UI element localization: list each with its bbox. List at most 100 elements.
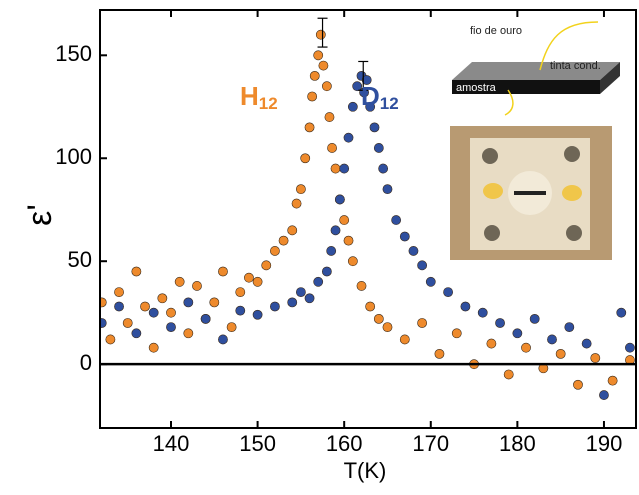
data-point: [347, 256, 358, 267]
y-tick-label: 150: [55, 41, 92, 66]
data-point: [327, 143, 337, 153]
data-point: [339, 215, 350, 225]
data-point: [105, 334, 116, 345]
series-label: H12: [240, 81, 278, 114]
x-tick-label: 170: [412, 431, 449, 456]
data-point: [343, 132, 354, 143]
data-point: [295, 184, 306, 195]
series-name: D: [361, 81, 380, 111]
data-point: [399, 231, 410, 242]
data-point: [183, 328, 194, 339]
photo-contact: [483, 183, 503, 199]
data-point: [529, 313, 540, 324]
data-point: [313, 50, 324, 61]
data-point: [581, 338, 592, 349]
data-point: [295, 287, 306, 297]
photo-sample: [514, 191, 546, 195]
data-point: [434, 348, 445, 359]
data-point: [503, 369, 514, 380]
data-point: [252, 276, 263, 287]
data-point: [270, 301, 280, 312]
data-point: [573, 379, 583, 390]
data-point: [226, 322, 237, 333]
data-point: [347, 101, 358, 112]
data-point: [326, 246, 337, 256]
data-point: [304, 122, 315, 133]
data-point: [352, 81, 363, 92]
data-point: [373, 143, 384, 153]
x-tick-label: 150: [239, 431, 276, 456]
data-point: [100, 318, 107, 328]
data-point: [140, 301, 150, 312]
sample-side: [600, 62, 620, 94]
data-point: [373, 313, 384, 324]
data-point: [315, 29, 326, 40]
data-point: [287, 225, 298, 236]
data-point: [399, 334, 410, 345]
data-point: [343, 235, 354, 246]
data-point: [443, 287, 453, 297]
data-point: [183, 297, 194, 308]
data-point: [625, 342, 635, 353]
data-point: [100, 297, 107, 308]
data-point: [324, 112, 335, 122]
data-point: [148, 307, 159, 318]
gold-wire: [539, 21, 599, 71]
data-point: [477, 307, 488, 318]
data-point: [369, 122, 380, 133]
inset-label: amostra: [456, 82, 497, 94]
data-point: [339, 163, 350, 174]
data-point: [235, 305, 246, 316]
data-point: [307, 91, 318, 102]
data-point: [547, 334, 557, 345]
data-point: [318, 60, 329, 71]
data-point: [114, 301, 124, 312]
photo-screw: [484, 225, 500, 241]
sample-front: [452, 80, 600, 94]
data-point: [408, 246, 419, 256]
data-point: [174, 276, 185, 287]
data-point: [287, 297, 298, 308]
data-point: [313, 276, 324, 287]
data-point: [270, 246, 280, 256]
data-point: [218, 334, 228, 345]
data-point: [131, 328, 142, 339]
data-point: [382, 184, 393, 195]
data-point: [300, 153, 311, 164]
data-point: [321, 81, 332, 92]
data-point: [555, 348, 566, 359]
data-point: [330, 163, 341, 174]
data-point: [425, 276, 436, 287]
data-point: [166, 307, 176, 318]
x-tick-label: 160: [326, 431, 363, 456]
plot-frame: [99, 9, 637, 429]
series-subscript: 12: [259, 94, 278, 113]
data-point: [304, 293, 315, 304]
inset-schematic: fio de ouro tinta cond. amostra: [452, 21, 620, 116]
data-point: [321, 266, 332, 277]
data-point: [192, 281, 202, 291]
y-tick-label: 50: [68, 247, 92, 272]
data-point: [131, 266, 142, 277]
plot-area: [100, 29, 636, 400]
sample-top: [452, 62, 620, 80]
data-point: [521, 342, 531, 353]
data-point: [114, 287, 124, 297]
data-point: [309, 70, 320, 81]
data-point: [166, 322, 176, 333]
data-point: [460, 301, 471, 312]
data-point: [599, 390, 609, 400]
data-point: [148, 342, 159, 353]
data-point: [235, 287, 246, 297]
data-point: [417, 318, 428, 328]
data-point: [209, 297, 220, 308]
x-axis-label: T(K): [344, 458, 387, 483]
data-point: [291, 198, 302, 209]
x-tick-label: 180: [499, 431, 536, 456]
data-point: [261, 260, 272, 271]
data-point: [486, 338, 497, 349]
data-point: [382, 322, 393, 333]
data-point: [590, 353, 601, 363]
y-tick-label: 0: [80, 350, 92, 375]
photo-screw: [482, 148, 498, 164]
